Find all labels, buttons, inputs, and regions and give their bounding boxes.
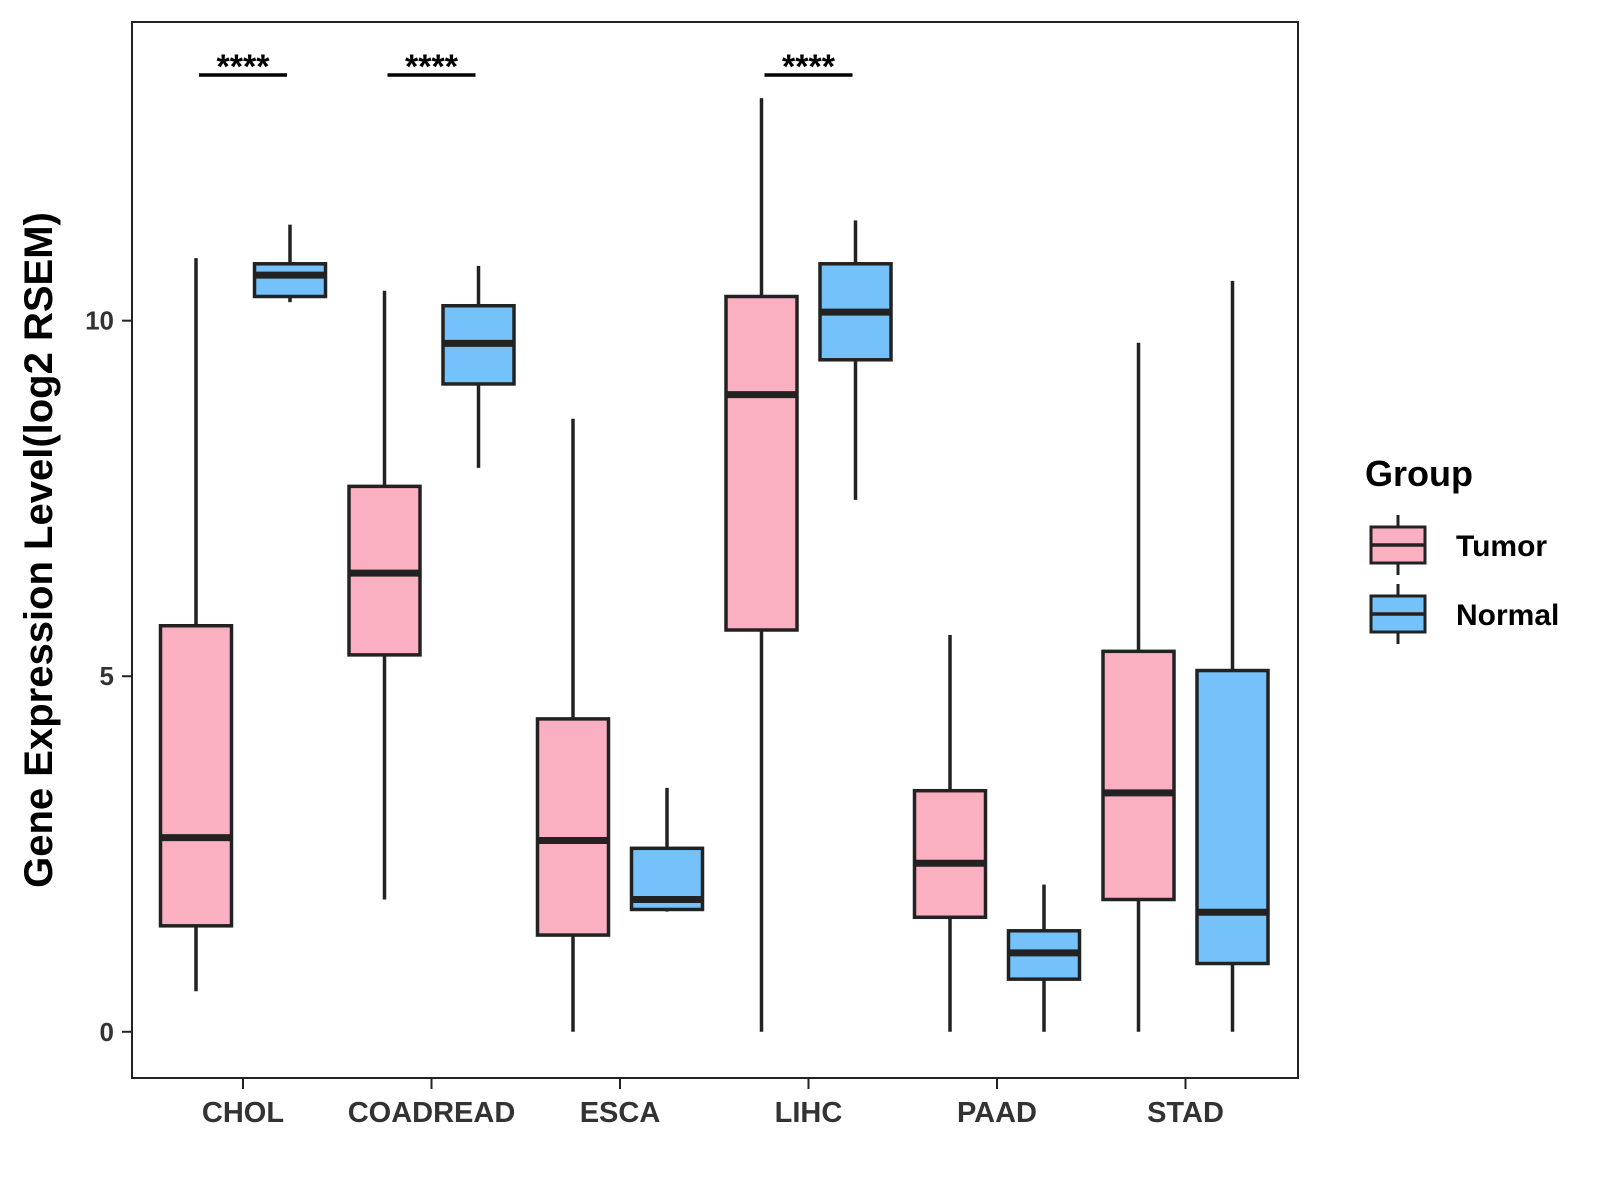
- x-tick-label: PAAD: [957, 1097, 1037, 1129]
- y-tick-label: 5: [100, 661, 114, 691]
- box-iqr: [912, 788, 988, 920]
- legend-item-normal: Normal: [1369, 584, 1559, 644]
- box-tumor-esca: [535, 418, 611, 1032]
- x-tick-label: ESCA: [580, 1097, 661, 1129]
- box-normal-lihc: [818, 220, 893, 500]
- box-iqr: [1101, 649, 1176, 902]
- legend-title: Group: [1365, 453, 1473, 494]
- box-iqr: [158, 623, 234, 928]
- box-normal-coadread: [441, 265, 516, 468]
- legend-label: Normal: [1456, 599, 1559, 632]
- legend: Group Tumor Normal: [1365, 453, 1559, 644]
- legend-item-tumor: Tumor: [1369, 515, 1547, 575]
- significance-lihc: ****: [764, 48, 853, 86]
- plot-panel-border: [131, 21, 1299, 1079]
- x-tick-label: STAD: [1147, 1097, 1224, 1129]
- significance-label: ****: [217, 48, 271, 86]
- box-tumor-paad: [912, 634, 988, 1032]
- box-tumor-chol: [158, 258, 234, 992]
- legend-label: Tumor: [1456, 530, 1547, 563]
- x-tick-label: CHOL: [202, 1097, 284, 1129]
- box-tumor-lihc: [724, 98, 799, 1032]
- significance-coadread: ****: [387, 48, 476, 86]
- box-normal-chol: [252, 224, 328, 303]
- significance-label: ****: [782, 48, 836, 86]
- box-normal-esca: [629, 787, 705, 912]
- box-iqr: [724, 294, 799, 632]
- box-normal-stad: [1195, 280, 1270, 1032]
- box-iqr: [1195, 668, 1270, 966]
- x-tick-label: COADREAD: [348, 1097, 516, 1129]
- x-tick-label: LIHC: [775, 1097, 843, 1129]
- y-tick-label: 0: [100, 1017, 114, 1047]
- box-tumor-coadread: [347, 290, 422, 900]
- box-normal-paad: [1006, 884, 1082, 1032]
- significance-label: ****: [405, 48, 459, 86]
- y-tick-label: 10: [85, 306, 114, 336]
- box-iqr: [252, 262, 328, 299]
- y-axis-title: Gene Expression Level(log2 RSEM): [17, 212, 61, 888]
- plot-area: 0 5 10 CHOL COADREAD ESCA LIHC PAAD STAD Gene Exp…: [17, 21, 1299, 1129]
- box-iqr: [535, 717, 611, 937]
- box-tumor-stad: [1101, 342, 1176, 1032]
- significance-chol: ****: [199, 48, 287, 86]
